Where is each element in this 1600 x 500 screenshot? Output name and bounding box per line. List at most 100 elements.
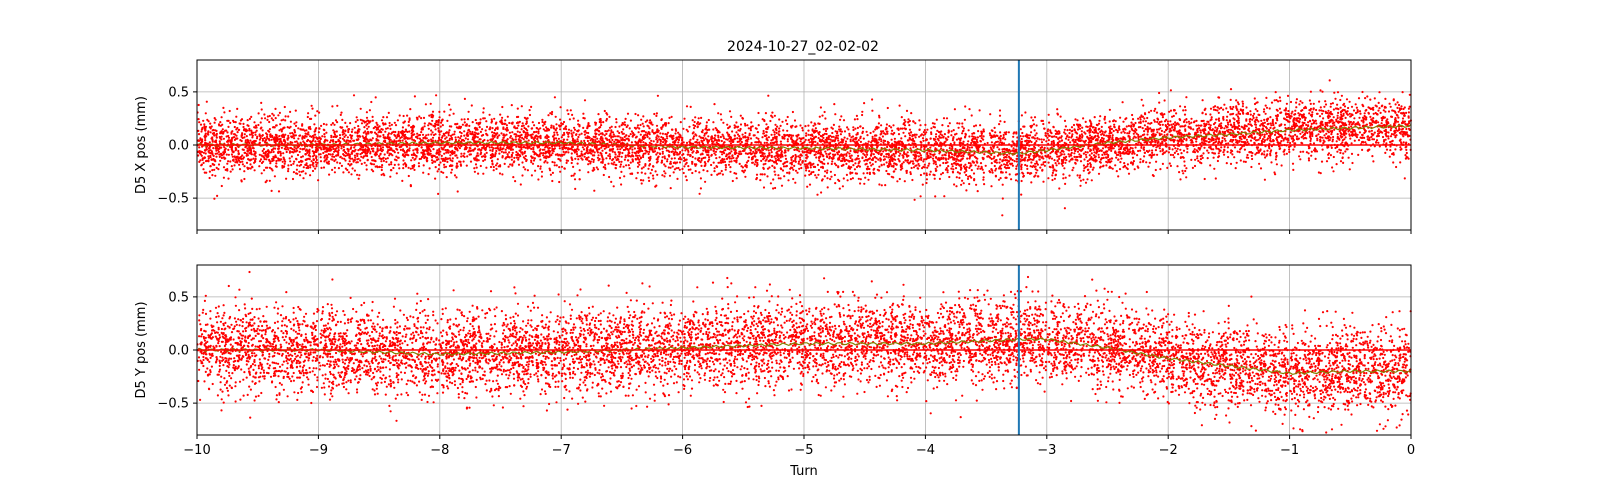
- data-point: [482, 107, 485, 110]
- data-point: [1173, 126, 1176, 129]
- data-point: [757, 111, 760, 115]
- data-point: [271, 169, 274, 172]
- data-point: [420, 131, 423, 134]
- data-point: [267, 137, 270, 141]
- data-point: [1203, 146, 1206, 149]
- data-point: [393, 121, 396, 124]
- data-point: [925, 178, 929, 181]
- data-point: [952, 129, 955, 132]
- data-point: [448, 103, 451, 106]
- data-point: [651, 174, 655, 177]
- data-point: [1074, 161, 1077, 164]
- data-point: [700, 116, 703, 119]
- data-point: [213, 197, 216, 200]
- data-point: [1122, 130, 1125, 133]
- data-point: [1322, 110, 1325, 113]
- data-point: [1146, 133, 1149, 136]
- data-point: [659, 132, 662, 135]
- data-point: [311, 107, 314, 110]
- data-point: [581, 146, 585, 149]
- data-point: [1064, 176, 1067, 179]
- data-point: [1241, 102, 1245, 105]
- data-point: [492, 169, 495, 172]
- data-point: [220, 184, 223, 188]
- data-point: [1200, 162, 1203, 165]
- data-point: [1067, 138, 1070, 141]
- data-point: [621, 141, 624, 144]
- data-point: [812, 124, 815, 127]
- data-point: [1064, 161, 1067, 164]
- data-point: [329, 153, 332, 156]
- data-point: [380, 119, 384, 122]
- data-point: [380, 166, 383, 169]
- data-point: [1303, 107, 1306, 110]
- data-point: [225, 129, 228, 132]
- data-point: [261, 129, 264, 132]
- data-point: [452, 112, 455, 115]
- data-point: [1166, 133, 1169, 136]
- data-point: [1055, 169, 1058, 172]
- data-point: [402, 159, 405, 162]
- data-point: [1073, 155, 1076, 158]
- data-point: [804, 174, 807, 177]
- data-point: [867, 140, 870, 143]
- data-point: [629, 119, 633, 122]
- data-point: [927, 164, 930, 167]
- data-point: [431, 136, 435, 139]
- data-point: [1310, 122, 1313, 125]
- data-point: [339, 126, 342, 129]
- data-point: [1311, 134, 1314, 138]
- data-point: [302, 166, 305, 169]
- data-point: [447, 151, 450, 154]
- data-point: [702, 169, 705, 172]
- data-point: [767, 136, 771, 139]
- data-point: [631, 148, 634, 151]
- data-point: [1387, 131, 1390, 134]
- data-point: [526, 169, 530, 172]
- data-point: [794, 181, 797, 184]
- data-point: [955, 185, 958, 188]
- data-point: [321, 135, 324, 138]
- data-point: [1131, 156, 1135, 159]
- data-point: [1127, 172, 1131, 175]
- data-point: [1061, 164, 1064, 167]
- data-point: [1133, 168, 1136, 171]
- data-point: [832, 123, 836, 126]
- data-point: [199, 159, 202, 162]
- data-point: [669, 187, 672, 190]
- data-point: [353, 146, 356, 149]
- data-point: [204, 132, 207, 135]
- data-point: [1235, 161, 1238, 164]
- data-point: [659, 142, 662, 145]
- data-point: [668, 174, 672, 177]
- data-point: [648, 163, 652, 166]
- data-point: [265, 158, 268, 161]
- data-point: [682, 127, 685, 130]
- data-point: [791, 134, 795, 137]
- data-point: [824, 150, 827, 153]
- data-point: [204, 112, 207, 115]
- data-point: [429, 152, 432, 155]
- data-point: [1329, 136, 1332, 139]
- data-point: [408, 147, 411, 150]
- data-point: [822, 158, 826, 161]
- data-point: [1184, 128, 1187, 131]
- data-point: [1131, 113, 1134, 117]
- data-point: [1139, 116, 1142, 119]
- data-point: [449, 108, 452, 111]
- data-point: [1333, 91, 1336, 94]
- data-point: [504, 151, 507, 154]
- data-point: [976, 149, 979, 152]
- data-point: [998, 109, 1002, 112]
- data-point: [1169, 164, 1172, 167]
- data-point: [274, 165, 277, 168]
- data-point: [814, 153, 817, 156]
- data-point: [785, 160, 789, 163]
- data-point: [386, 127, 389, 130]
- data-point: [1291, 162, 1295, 165]
- data-point: [621, 151, 624, 155]
- data-point: [443, 163, 446, 166]
- data-point: [939, 133, 942, 136]
- data-point: [623, 175, 626, 178]
- data-point: [245, 152, 248, 155]
